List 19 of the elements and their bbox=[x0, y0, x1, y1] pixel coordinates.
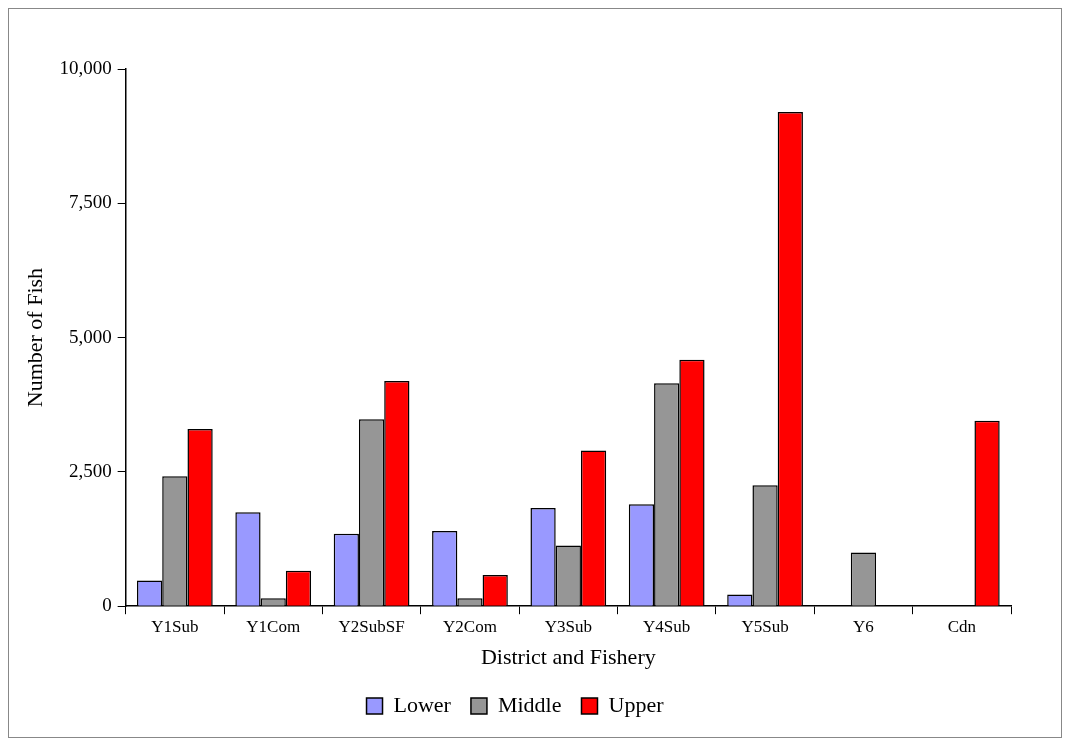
y-axis-title: Number of Fish bbox=[21, 267, 47, 408]
x-tick-label: Y2Com bbox=[443, 616, 497, 636]
legend-label: Upper bbox=[608, 691, 665, 717]
y-tick-label: 10,000 bbox=[59, 56, 112, 78]
x-axis-title: District and Fishery bbox=[480, 643, 656, 669]
x-tick-label: Y5Sub bbox=[741, 616, 789, 636]
x-tick-label: Y2SubSF bbox=[338, 616, 405, 636]
y-tick-label: 2,500 bbox=[68, 459, 112, 481]
x-tick-label: Y6 bbox=[853, 616, 874, 636]
legend-label: Lower bbox=[393, 691, 452, 717]
y-tick-label: 7,500 bbox=[68, 191, 112, 213]
x-tick-label: Cdn bbox=[947, 616, 977, 636]
legend-label: Middle bbox=[497, 691, 562, 717]
x-tick-label: Y1Com bbox=[246, 616, 301, 636]
x-tick-label: Y3Sub bbox=[544, 616, 592, 636]
x-tick-label: Y4Sub bbox=[643, 616, 691, 636]
x-tick-label: Y1Sub bbox=[151, 616, 199, 636]
y-tick-label: 0 bbox=[102, 594, 112, 616]
y-tick-label: 5,000 bbox=[68, 325, 112, 347]
